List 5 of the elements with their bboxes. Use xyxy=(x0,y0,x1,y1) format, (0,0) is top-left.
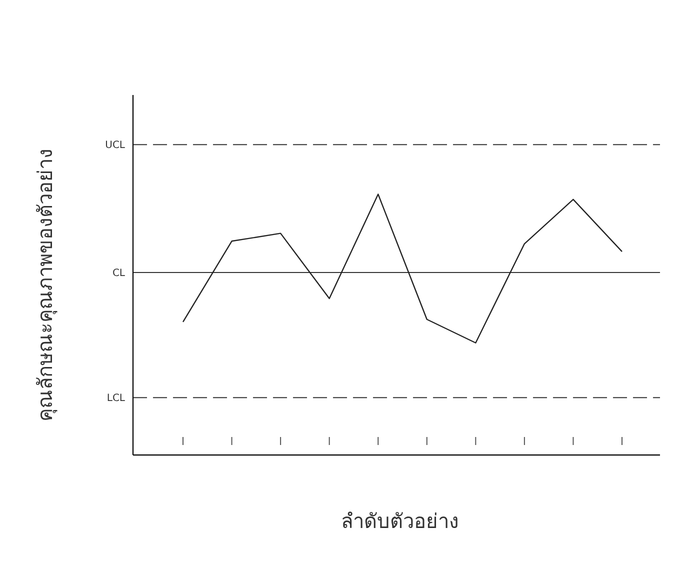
y-axis-title: คุณลักษณะคุณภาพของตัวอย่าง xyxy=(33,148,58,422)
ref-line-label: UCL xyxy=(105,140,126,152)
x-axis-title: ลำดับตัวอย่าง xyxy=(341,509,459,533)
ref-line-label: CL xyxy=(112,268,126,279)
ref-line-label: LCL xyxy=(106,393,126,404)
